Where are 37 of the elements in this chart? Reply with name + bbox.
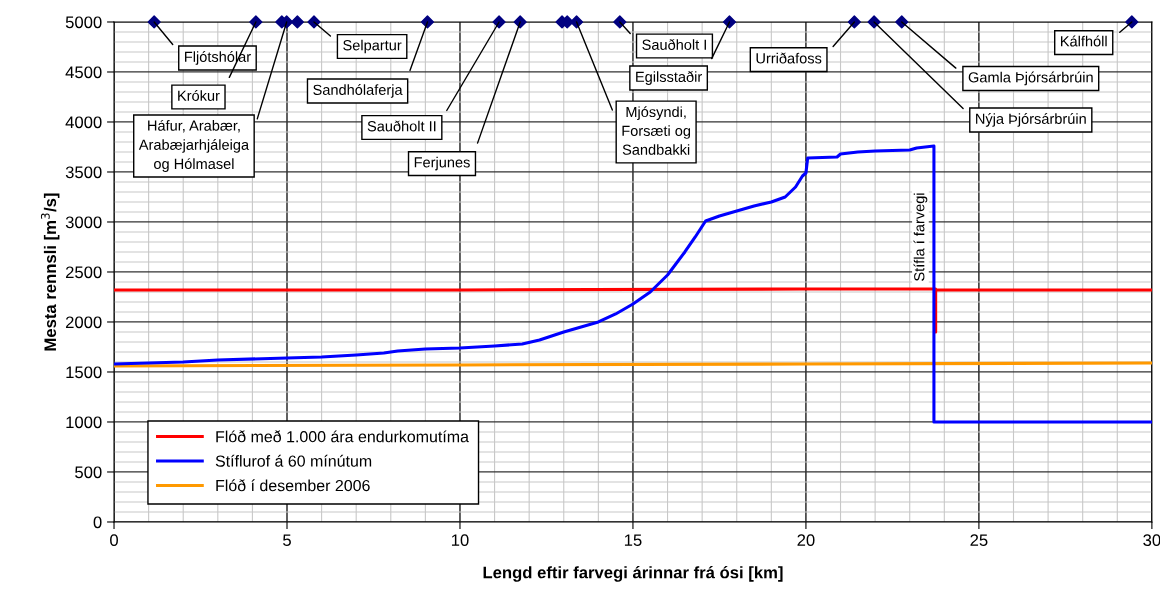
x-tick-label: 25: [970, 534, 988, 547]
x-tick-label: 20: [797, 534, 815, 547]
y-tick-label: 0: [93, 516, 102, 529]
y-tick-label: 4500: [65, 66, 102, 79]
y-tick-label: 3500: [65, 166, 102, 179]
legend-label: Flóð með 1.000 ára endurkomutíma: [216, 430, 469, 443]
annotation: Stífla í farvegi: [913, 193, 928, 281]
y-tick-label: 4000: [65, 116, 102, 129]
y-tick-label: 3000: [65, 216, 102, 229]
x-axis-title: Lengd eftir farvegi árinnar frá ósi [km]: [483, 565, 783, 582]
annotation: Gamla Þjórsárbrúin: [968, 71, 1093, 86]
annotation: Nýja Þjórsárbrúin: [976, 113, 1086, 127]
annotation: Háfur, Arabær, Arabæjarhjáleiga og Hólmasel: [138, 119, 250, 172]
annotation: Selpartur: [343, 39, 402, 54]
y-tick-label: 1500: [66, 366, 102, 379]
y-tick-label: 2000: [65, 316, 102, 329]
annotation: Sauðholt II: [367, 120, 436, 132]
annotation: Sandhólaferja: [313, 84, 403, 98]
x-tick-label: 0: [110, 534, 119, 547]
y-tick-label: 1000: [66, 416, 102, 429]
annotation: Egilsstaðir: [636, 71, 702, 85]
legend-label: Flóð í desember 2006: [216, 479, 370, 492]
x-tick-label: 10: [451, 534, 469, 547]
y-axis-title: Mesta rennsli [m$^{3}$/s]: [40, 193, 60, 351]
annotation: Kálfhóll: [1061, 35, 1107, 47]
x-tick-label: 15: [624, 534, 642, 547]
x-tick-label: 5: [283, 534, 291, 547]
annotation: Urriðafoss: [756, 52, 822, 64]
annotation: Ferjunes: [414, 156, 470, 171]
y-tick-label: 500: [75, 466, 102, 479]
legend-label: Stíflurof á 60 mínútum: [215, 454, 372, 467]
y-tick-label: 5000: [65, 16, 102, 29]
y-tick-label: 2500: [65, 266, 102, 279]
x-tick-label: 30: [1143, 534, 1160, 547]
annotation: Sauðholt I: [642, 38, 706, 50]
annotation: Mjósyndi, Forsæti og Sandbakki: [622, 106, 691, 155]
annotation: Krókur: [178, 90, 220, 101]
